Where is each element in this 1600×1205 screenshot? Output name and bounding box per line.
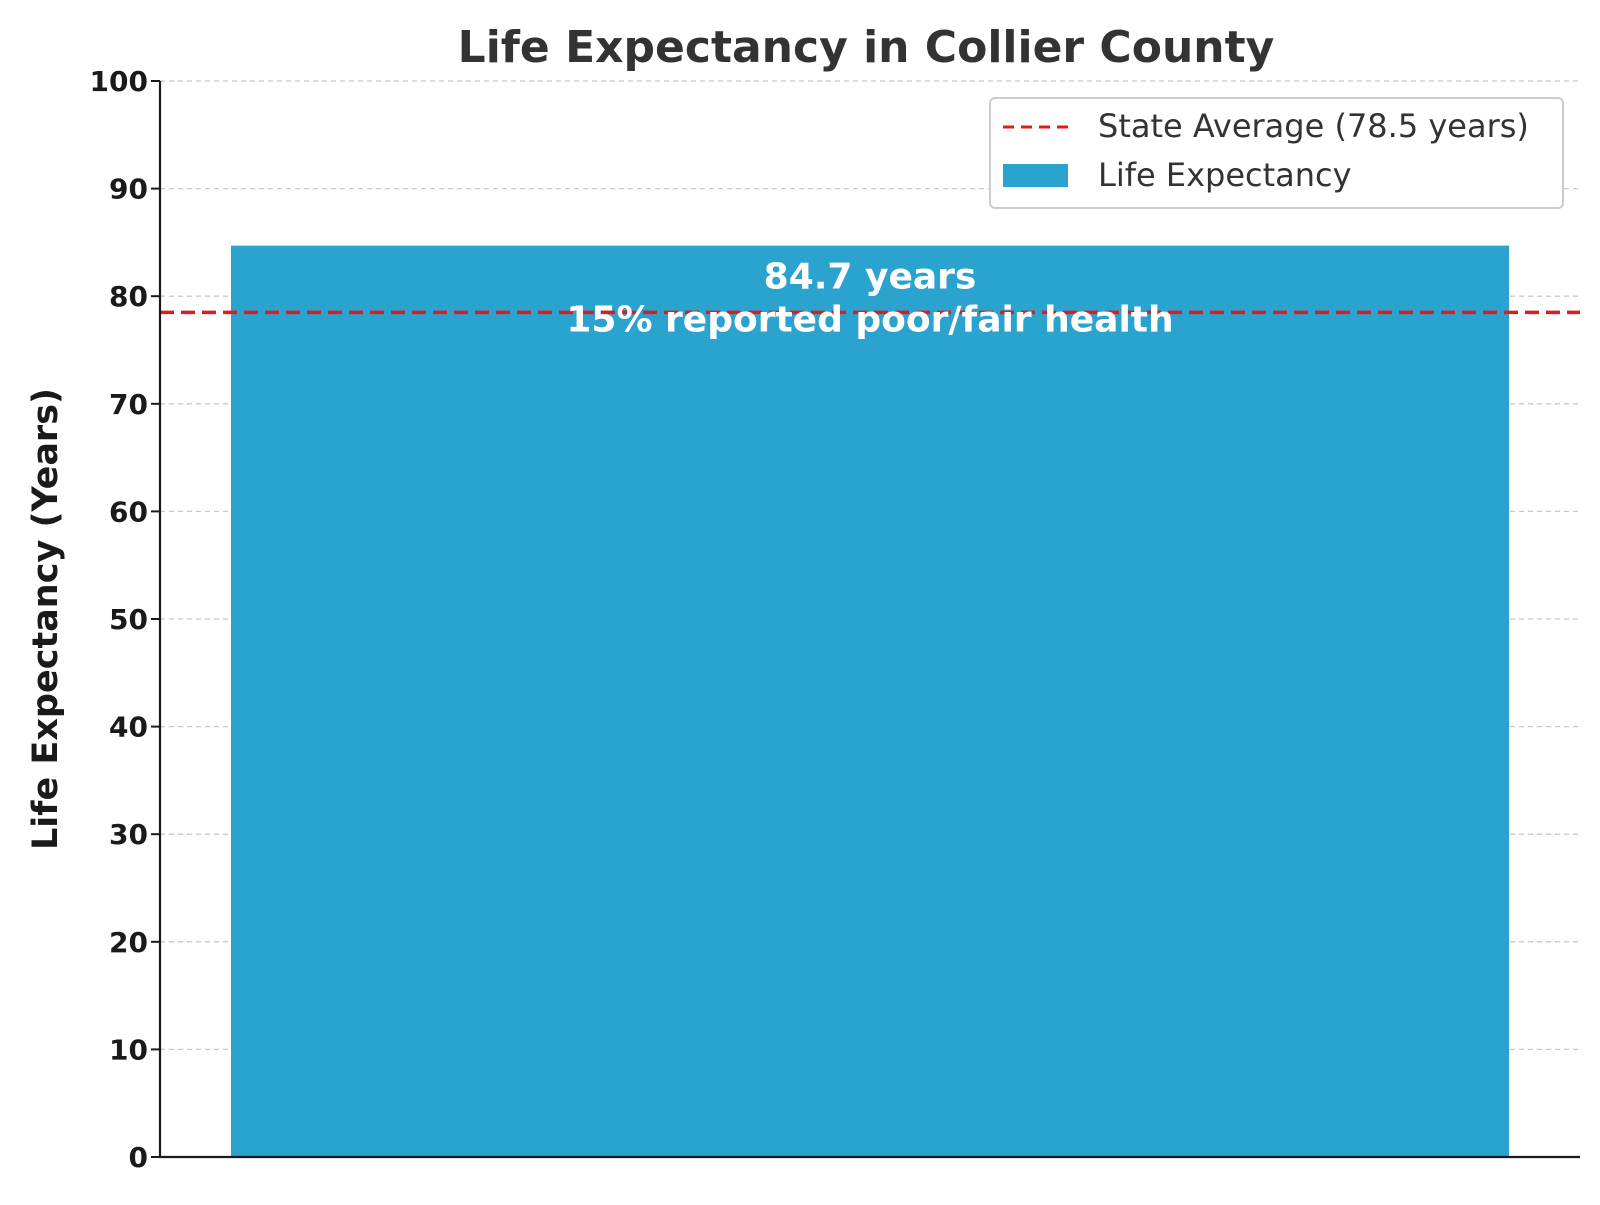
bar-life-expectancy [231,245,1509,1158]
legend-label-life-expectancy: Life Expectancy [1098,156,1352,194]
y-tick-label-10: 10 [109,1033,148,1066]
legend-frame [989,97,1564,209]
bars [231,245,1509,1158]
y-tick-label-80: 80 [109,280,148,313]
y-tick-label-20: 20 [109,926,148,959]
legend-bar-swatch [1003,164,1068,187]
y-tick-label-30: 30 [109,818,148,851]
legend: State Average (78.5 years) Life Expectan… [989,97,1564,209]
y-tick-label-90: 90 [109,173,148,206]
bar-annotation-1: 15% reported poor/fair health [566,300,1173,341]
chart-title: Life Expectancy in Collier County [458,22,1275,73]
y-axis-label: Life Expectancy (Years) [26,388,66,850]
y-tick-label-60: 60 [109,495,148,528]
y-tick-label-100: 100 [90,65,148,98]
y-tick-labels: 0 10 20 30 40 50 60 70 80 90 100 [90,65,148,1174]
legend-label-state-average: State Average (78.5 years) [1098,107,1529,145]
axes [151,80,1580,1159]
bar-annotation-0: 84.7 years [764,257,977,298]
y-tick-label-40: 40 [109,711,148,744]
y-tick-label-0: 0 [129,1141,148,1174]
y-tick-label-50: 50 [109,603,148,636]
y-tick-label-70: 70 [109,388,148,421]
